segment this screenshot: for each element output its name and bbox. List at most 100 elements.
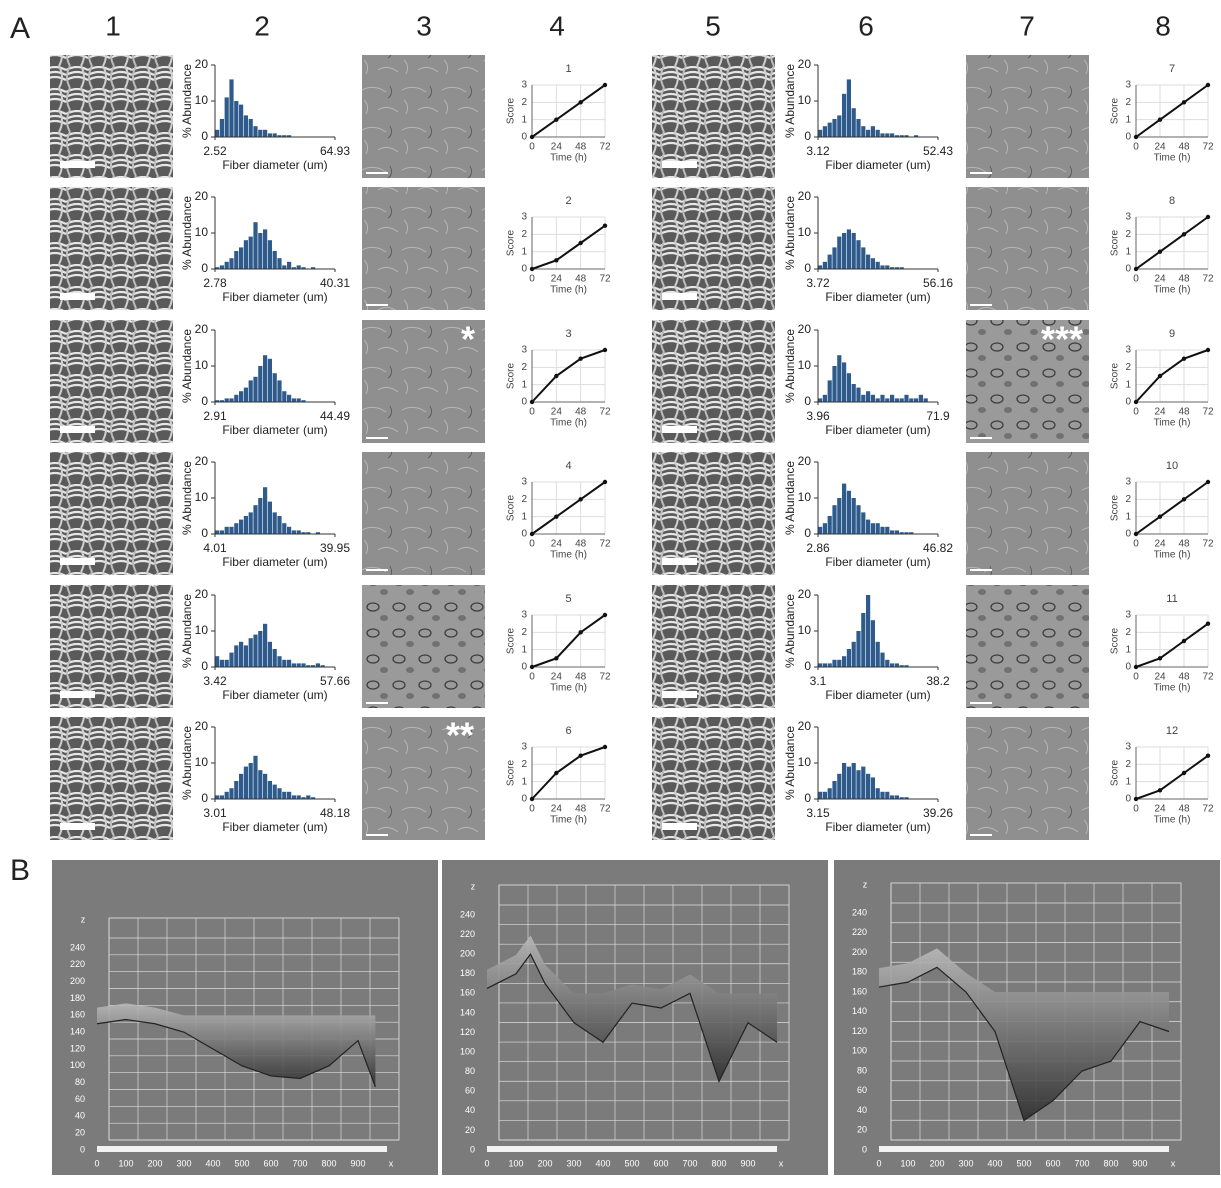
x-tick-label: 24 (1154, 539, 1166, 550)
bar (297, 398, 301, 402)
y-tick-label: 10 (195, 755, 209, 769)
x-axis-label: Fiber diameter (um) (825, 290, 930, 304)
y-tick-label: 120 (460, 1027, 475, 1037)
x-tick-label: 0 (529, 274, 535, 285)
x-axis-label: Time (h) (1154, 550, 1191, 561)
y-tick-label: 240 (70, 942, 85, 952)
x-axis-label: Time (h) (550, 550, 587, 561)
bar (818, 265, 822, 269)
x-tick-label: 48 (575, 142, 587, 153)
point (554, 258, 558, 262)
point (603, 745, 607, 749)
chart-title: 9 (1169, 328, 1175, 340)
x-tick-label: 72 (599, 539, 611, 550)
bar (837, 355, 841, 402)
point (1134, 797, 1138, 801)
y-tick-label: 10 (798, 490, 812, 504)
y-tick-label: 200 (852, 947, 867, 957)
bar (277, 788, 281, 799)
bar (249, 638, 253, 667)
x-axis-label: Fiber diameter (um) (825, 423, 930, 437)
bar (871, 126, 875, 137)
y-tick-label: 0 (1125, 662, 1131, 673)
bar (861, 126, 865, 137)
fabric-sem-image (50, 55, 173, 178)
bar (842, 484, 846, 534)
y-tick-label: 20 (195, 57, 209, 71)
bar (287, 527, 291, 534)
figure: A12345678******010202.5264.93Fiber diame… (0, 0, 1221, 1188)
bar (890, 395, 894, 402)
bar (282, 660, 286, 667)
bar (258, 130, 262, 137)
y-tick-label: 0 (201, 526, 208, 540)
x-axis-label: Fiber diameter (um) (222, 423, 327, 437)
y-tick-label: 0 (1125, 529, 1131, 540)
x-tick-label: 64.93 (320, 144, 350, 158)
bar (253, 635, 257, 667)
bar (215, 530, 219, 534)
x-tick-label: 72 (599, 274, 611, 285)
y-tick-label: 160 (852, 986, 867, 996)
y-tick-label: 3 (521, 80, 527, 91)
y-axis-label: % Abundance (783, 196, 797, 270)
x-tick-label: 800 (321, 1158, 336, 1168)
y-tick-label: 120 (852, 1026, 867, 1036)
x-tick-label: 48 (1178, 539, 1190, 550)
skin-sem-image (966, 585, 1089, 708)
x-axis-label: Time (h) (550, 285, 587, 296)
fabric-sem-image (50, 187, 173, 310)
x-tick-label: 600 (263, 1158, 278, 1168)
fabric-sem-image (652, 320, 775, 443)
x-tick-label: 72 (599, 672, 611, 683)
bar (268, 502, 272, 534)
y-tick-label: 20 (857, 1125, 867, 1135)
bar (249, 763, 253, 799)
x-tick-label: 52.43 (923, 144, 953, 158)
y-tick-label: 240 (460, 909, 475, 919)
bar (215, 656, 219, 667)
column-header: 5 (705, 10, 721, 41)
bar (919, 395, 923, 402)
x-tick-label: 0 (1133, 672, 1139, 683)
point (554, 656, 558, 660)
bar (871, 395, 875, 402)
line (532, 482, 605, 534)
scale-bar (60, 293, 95, 300)
y-tick-label: 2 (521, 229, 527, 240)
bar (258, 366, 262, 402)
x-axis-label: Fiber diameter (um) (825, 555, 930, 569)
point (603, 348, 607, 352)
bar (895, 663, 899, 667)
y-axis-label: Score (506, 363, 517, 390)
bar (832, 660, 836, 667)
bar (828, 380, 832, 402)
x-tick-label: 300 (958, 1158, 973, 1168)
bar (273, 373, 277, 402)
x-axis-label: Fiber diameter (um) (222, 555, 327, 569)
point (554, 117, 558, 121)
bar (828, 123, 832, 137)
y-tick-label: 1 (1125, 379, 1131, 390)
x-axis-label: Time (h) (1154, 153, 1191, 164)
y-tick-label: 3 (521, 345, 527, 356)
bar (818, 527, 822, 534)
y-tick-label: 240 (852, 907, 867, 917)
column-header: 2 (254, 10, 270, 41)
y-tick-label: 100 (70, 1060, 85, 1070)
y-tick-label: 0 (1125, 397, 1131, 408)
scale-bar (662, 161, 697, 168)
x-tick-label: 600 (653, 1158, 668, 1168)
bar (234, 523, 238, 534)
x-tick-label: 2.52 (203, 144, 227, 158)
y-tick-label: 20 (798, 189, 812, 203)
bar (842, 656, 846, 667)
bar (876, 788, 880, 799)
y-tick-label: 1 (1125, 511, 1131, 522)
y-tick-label: 2 (1125, 627, 1131, 638)
bar (239, 247, 243, 269)
bar (287, 792, 291, 799)
bar (268, 240, 272, 269)
bar (828, 255, 832, 269)
bar (253, 222, 257, 269)
